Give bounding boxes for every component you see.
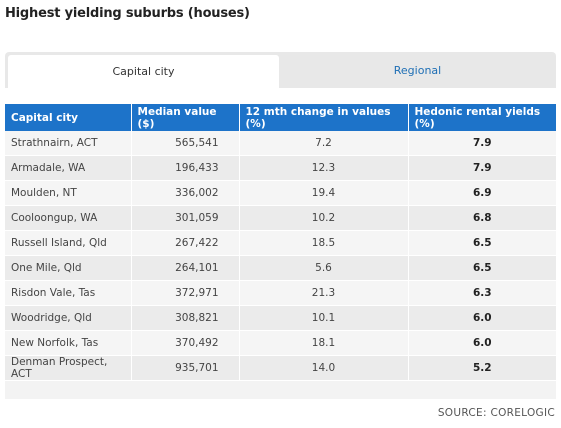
suburb-cell: Denman Prospect, ACT: [5, 355, 132, 381]
tab-bar: Capital city Regional: [5, 52, 556, 88]
yield-cell: 6.9: [408, 180, 556, 206]
suburb-cell: New Norfolk, Tas: [5, 330, 132, 356]
median-value-cell: 372,971: [131, 280, 240, 306]
table-header-row: Capital city Median value ($) 12 mth cha…: [5, 104, 556, 131]
header-12mth-change: 12 mth change in values (%): [239, 104, 409, 131]
change-cell: 18.5: [239, 230, 409, 256]
suburb-cell: Risdon Vale, Tas: [5, 280, 132, 306]
yield-cell: 6.5: [408, 230, 556, 256]
table-row: Cooloongup, WA 301,059 10.2 6.8: [5, 205, 556, 231]
table-row: Strathnairn, ACT 565,541 7.2 7.9: [5, 131, 556, 156]
yield-cell: 6.0: [408, 330, 556, 356]
table-row: Armadale, WA 196,433 12.3 7.9: [5, 155, 556, 181]
table-row: Risdon Vale, Tas 372,971 21.3 6.3: [5, 280, 556, 306]
change-cell: 10.2: [239, 205, 409, 231]
yields-table-container: Capital city Median value ($) 12 mth cha…: [5, 104, 556, 399]
change-cell: 21.3: [239, 280, 409, 306]
yield-cell: 5.2: [408, 355, 556, 381]
suburb-cell: Woodridge, Qld: [5, 305, 132, 331]
median-value-cell: 308,821: [131, 305, 240, 331]
header-capital-city: Capital city: [5, 104, 132, 131]
yield-cell: 6.0: [408, 305, 556, 331]
change-cell: 18.1: [239, 330, 409, 356]
suburb-cell: Strathnairn, ACT: [5, 131, 132, 156]
yield-cell: 6.3: [408, 280, 556, 306]
median-value-cell: 196,433: [131, 155, 240, 181]
yield-cell: 6.5: [408, 255, 556, 281]
change-cell: 19.4: [239, 180, 409, 206]
table-footer-space: [5, 381, 556, 399]
median-value-cell: 336,002: [131, 180, 240, 206]
table-row: New Norfolk, Tas 370,492 18.1 6.0: [5, 330, 556, 356]
page-title: Highest yielding suburbs (houses): [5, 6, 250, 21]
yield-cell: 6.8: [408, 205, 556, 231]
suburb-cell: One Mile, Qld: [5, 255, 132, 281]
suburb-cell: Armadale, WA: [5, 155, 132, 181]
yield-cell: 7.9: [408, 131, 556, 156]
table-row: Woodridge, Qld 308,821 10.1 6.0: [5, 305, 556, 331]
change-cell: 12.3: [239, 155, 409, 181]
table-row: Russell Island, Qld 267,422 18.5 6.5: [5, 230, 556, 256]
header-rental-yields: Hedonic rental yields (%): [408, 104, 556, 131]
median-value-cell: 264,101: [131, 255, 240, 281]
change-cell: 5.6: [239, 255, 409, 281]
suburb-cell: Moulden, NT: [5, 180, 132, 206]
yields-table: Capital city Median value ($) 12 mth cha…: [5, 104, 556, 381]
median-value-cell: 267,422: [131, 230, 240, 256]
table-row: Denman Prospect, ACT 935,701 14.0 5.2: [5, 355, 556, 381]
median-value-cell: 565,541: [131, 131, 240, 156]
median-value-cell: 301,059: [131, 205, 240, 231]
change-cell: 14.0: [239, 355, 409, 381]
change-cell: 10.1: [239, 305, 409, 331]
tab-regional[interactable]: Regional: [393, 63, 442, 77]
table-row: One Mile, Qld 264,101 5.6 6.5: [5, 255, 556, 281]
change-cell: 7.2: [239, 131, 409, 156]
median-value-cell: 370,492: [131, 330, 240, 356]
yield-cell: 7.9: [408, 155, 556, 181]
header-median-value: Median value ($): [131, 104, 240, 131]
median-value-cell: 935,701: [131, 355, 240, 381]
suburb-cell: Cooloongup, WA: [5, 205, 132, 231]
table-row: Moulden, NT 336,002 19.4 6.9: [5, 180, 556, 206]
suburb-cell: Russell Island, Qld: [5, 230, 132, 256]
tab-capital-city[interactable]: Capital city: [8, 55, 279, 88]
source-credit: SOURCE: CORELOGIC: [437, 407, 555, 419]
